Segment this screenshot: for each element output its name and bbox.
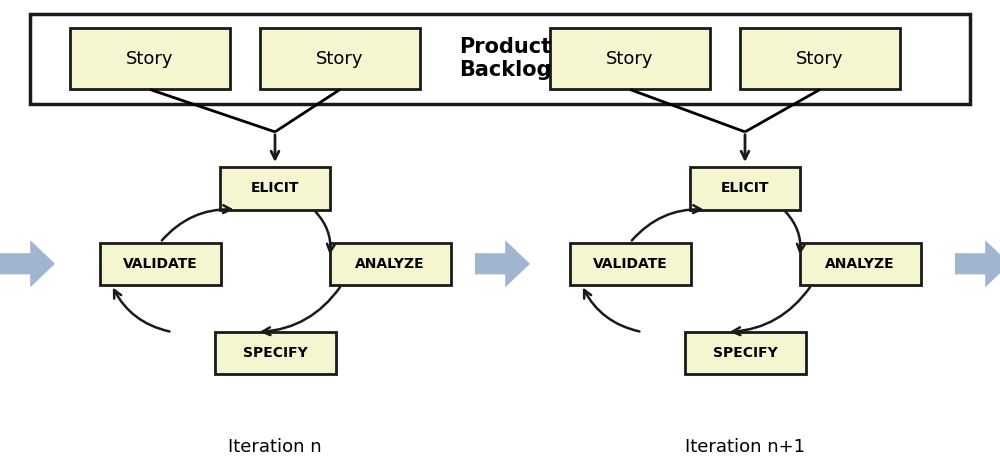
Text: ELICIT: ELICIT bbox=[251, 181, 299, 195]
Text: Iteration n: Iteration n bbox=[228, 439, 322, 456]
FancyBboxPatch shape bbox=[684, 332, 806, 374]
Polygon shape bbox=[475, 240, 530, 287]
FancyBboxPatch shape bbox=[690, 167, 800, 210]
Text: ANALYZE: ANALYZE bbox=[825, 257, 895, 271]
Text: ANALYZE: ANALYZE bbox=[355, 257, 425, 271]
FancyBboxPatch shape bbox=[330, 243, 450, 285]
Text: SPECIFY: SPECIFY bbox=[713, 346, 777, 360]
FancyBboxPatch shape bbox=[550, 28, 710, 89]
Polygon shape bbox=[0, 240, 55, 287]
FancyBboxPatch shape bbox=[740, 28, 900, 89]
FancyBboxPatch shape bbox=[30, 14, 970, 104]
Polygon shape bbox=[955, 240, 1000, 287]
FancyBboxPatch shape bbox=[70, 28, 230, 89]
Text: VALIDATE: VALIDATE bbox=[123, 257, 197, 271]
FancyBboxPatch shape bbox=[100, 243, 221, 285]
Text: Story: Story bbox=[126, 50, 174, 68]
Text: Story: Story bbox=[316, 50, 364, 68]
Text: Story: Story bbox=[796, 50, 844, 68]
Text: Story: Story bbox=[606, 50, 654, 68]
Text: Iteration n+1: Iteration n+1 bbox=[685, 439, 805, 456]
FancyBboxPatch shape bbox=[570, 243, 690, 285]
Text: VALIDATE: VALIDATE bbox=[593, 257, 667, 271]
FancyBboxPatch shape bbox=[215, 332, 336, 374]
Text: Product
Backlog: Product Backlog bbox=[459, 37, 551, 81]
FancyBboxPatch shape bbox=[800, 243, 920, 285]
FancyBboxPatch shape bbox=[220, 167, 330, 210]
Text: SPECIFY: SPECIFY bbox=[243, 346, 307, 360]
FancyBboxPatch shape bbox=[260, 28, 420, 89]
Text: ELICIT: ELICIT bbox=[721, 181, 769, 195]
